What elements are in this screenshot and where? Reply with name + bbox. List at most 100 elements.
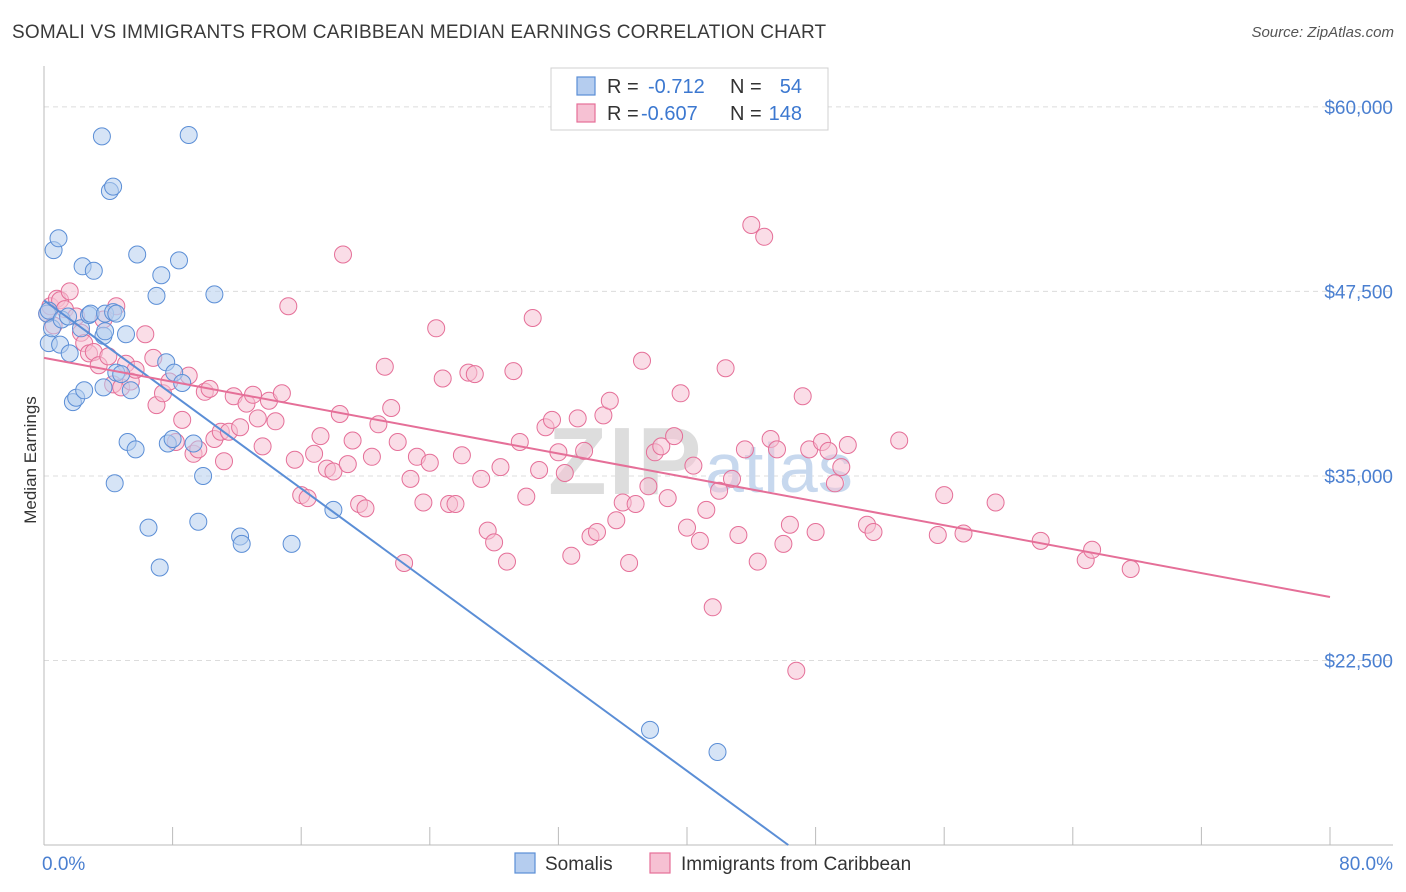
caribbean-point-141 (986, 493, 1005, 512)
caribbean-point-47 (285, 450, 304, 469)
y-tick-label-0: $60,000 (1324, 98, 1393, 119)
caribbean-point-84 (517, 487, 536, 506)
somalis-point-15 (84, 261, 103, 280)
caribbean-point-62 (375, 357, 394, 376)
caribbean-point-114 (710, 481, 729, 500)
somalis-point-45 (179, 126, 198, 144)
somalis-point-36 (147, 286, 166, 305)
caribbean-point-106 (658, 489, 677, 508)
bottom-legend-label-caribbean: Immigrants from Caribbean (681, 854, 911, 875)
somalis-point-24 (104, 177, 123, 196)
legend: R = -0.712 N = 54 R = -0.607 N = 148 (550, 67, 829, 131)
series-somalis-points (38, 126, 727, 761)
caribbean-point-76 (465, 365, 484, 384)
caribbean-point-97 (600, 391, 619, 410)
caribbean-point-126 (787, 661, 806, 680)
caribbean-point-42 (253, 437, 272, 456)
legend-r-value-caribbean: -0.607 (641, 103, 698, 125)
somalis-point-21 (94, 378, 113, 397)
somalis-point-37 (150, 558, 169, 577)
somalis-point-32 (121, 381, 140, 400)
somalis-point-46 (184, 434, 203, 453)
caribbean-point-90 (555, 464, 574, 482)
somalis-point-47 (189, 512, 208, 531)
caribbean-point-91 (562, 546, 581, 565)
somalis-point-30 (117, 325, 135, 344)
y-axis-label: Median Earnings (21, 396, 40, 524)
bottom-legend-swatch-somalis (514, 852, 536, 874)
caribbean-point-132 (825, 474, 844, 493)
somalis-point-13 (75, 381, 94, 400)
caribbean-point-142 (1031, 531, 1050, 550)
somalis-point-49 (205, 285, 224, 304)
trend-lines (43, 299, 1331, 846)
bottom-legend: Somalis Immigrants from Caribbean (514, 852, 911, 875)
caribbean-point-121 (755, 227, 774, 246)
caribbean-point-108 (671, 384, 690, 403)
caribbean-point-115 (716, 359, 735, 378)
caribbean-point-80 (491, 458, 510, 477)
caribbean-point-119 (742, 216, 761, 234)
caribbean-point-138 (928, 526, 947, 544)
caribbean-point-41 (248, 409, 267, 428)
caribbean-point-105 (652, 437, 671, 456)
caribbean-point-59 (356, 499, 375, 518)
source-credit: Source: ZipAtlas.com (1251, 24, 1394, 41)
caribbean-point-46 (279, 297, 298, 316)
caribbean-point-88 (543, 410, 561, 429)
bottom-legend-swatch-caribbean (649, 852, 671, 874)
chart-title: SOMALI VS IMMIGRANTS FROM CARIBBEAN MEDI… (12, 22, 827, 43)
caribbean-point-38 (231, 418, 250, 437)
caribbean-point-66 (401, 469, 420, 488)
somalis-point-27 (105, 474, 124, 493)
caribbean-point-113 (703, 598, 722, 617)
trend-line-somalis (43, 299, 789, 846)
caribbean-point-129 (806, 523, 825, 541)
caribbean-point-139 (935, 486, 954, 505)
caribbean-point-81 (498, 552, 516, 571)
legend-n-value-caribbean: 148 (769, 103, 802, 125)
caribbean-point-68 (414, 493, 433, 512)
y-tick-label-3: $22,500 (1324, 651, 1393, 672)
x-tick-label-min: 0.0% (42, 854, 85, 875)
legend-box (550, 67, 829, 131)
caribbean-point-134 (838, 436, 857, 454)
caribbean-point-131 (819, 441, 838, 460)
caribbean-point-86 (530, 461, 549, 479)
somalis-point-41 (163, 430, 182, 448)
legend-r-label-somalis: R = (607, 76, 639, 98)
caribbean-point-144 (1083, 540, 1102, 559)
legend-swatch-somalis (576, 76, 596, 96)
somalis-point-54 (641, 720, 659, 739)
caribbean-point-71 (433, 369, 452, 388)
series-caribbean-points (38, 216, 1140, 680)
legend-r-label-caribbean: R = (607, 103, 639, 125)
caribbean-point-74 (452, 446, 471, 465)
caribbean-point-120 (748, 552, 767, 571)
caribbean-point-51 (311, 427, 330, 446)
trend-line-caribbean (43, 356, 1331, 598)
legend-n-label-somalis: N = (730, 76, 762, 98)
caribbean-point-111 (690, 531, 709, 550)
caribbean-point-125 (780, 515, 799, 534)
somalis-point-34 (128, 245, 147, 264)
caribbean-point-103 (639, 477, 658, 496)
caribbean-point-77 (472, 469, 491, 488)
legend-n-value-somalis: 54 (780, 76, 802, 98)
somalis-point-51 (232, 534, 251, 553)
caribbean-point-136 (864, 523, 883, 541)
caribbean-point-49 (298, 489, 317, 508)
somalis-point-43 (170, 251, 188, 270)
caribbean-point-53 (324, 462, 343, 481)
caribbean-point-57 (343, 431, 362, 450)
caribbean-point-107 (665, 427, 684, 446)
caribbean-point-92 (568, 409, 587, 428)
caribbean-point-14 (99, 347, 118, 366)
caribbean-point-100 (620, 554, 639, 572)
caribbean-point-118 (735, 440, 754, 459)
caribbean-point-21 (136, 325, 155, 344)
gridlines (44, 106, 1393, 661)
y-tick-label-1: $47,500 (1324, 282, 1393, 303)
caribbean-point-44 (266, 412, 285, 431)
